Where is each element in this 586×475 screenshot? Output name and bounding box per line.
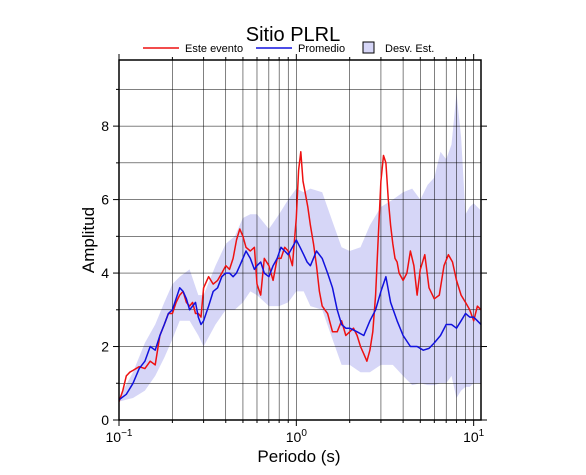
legend-item-este-evento: Este evento: [143, 43, 243, 55]
legend-label: Desv. Est.: [385, 43, 434, 55]
legend: Este evento Promedio Desv. Est.: [143, 41, 434, 55]
x-tick-label: 100: [286, 428, 308, 445]
ticks: 0 2 4 6 8 10−1 100 101: [101, 54, 487, 445]
y-tick-label: 0: [101, 412, 109, 428]
series-layer: [119, 151, 481, 402]
plot-frame: [118, 59, 482, 421]
y-tick-label: 8: [101, 118, 109, 134]
x-axis-title: Periodo (s): [257, 447, 340, 466]
legend-label: Promedio: [298, 43, 345, 55]
y-tick-label: 4: [101, 265, 109, 281]
legend-item-promedio: Promedio: [256, 43, 345, 55]
x-tick-label: 10−1: [106, 428, 133, 445]
legend-swatch: [362, 41, 375, 54]
series-line-este-evento: [119, 151, 481, 402]
chart-title: Sitio PLRL: [246, 24, 341, 46]
x-tick-label: 101: [463, 428, 485, 445]
series-line-promedio: [119, 239, 481, 401]
grid: [118, 60, 481, 420]
y-axis-title: Amplitud: [79, 207, 98, 273]
legend-item-desv-est: Desv. Est.: [362, 41, 434, 55]
legend-label: Este evento: [185, 43, 243, 55]
y-tick-label: 2: [101, 339, 109, 355]
y-tick-label: 6: [101, 192, 109, 208]
